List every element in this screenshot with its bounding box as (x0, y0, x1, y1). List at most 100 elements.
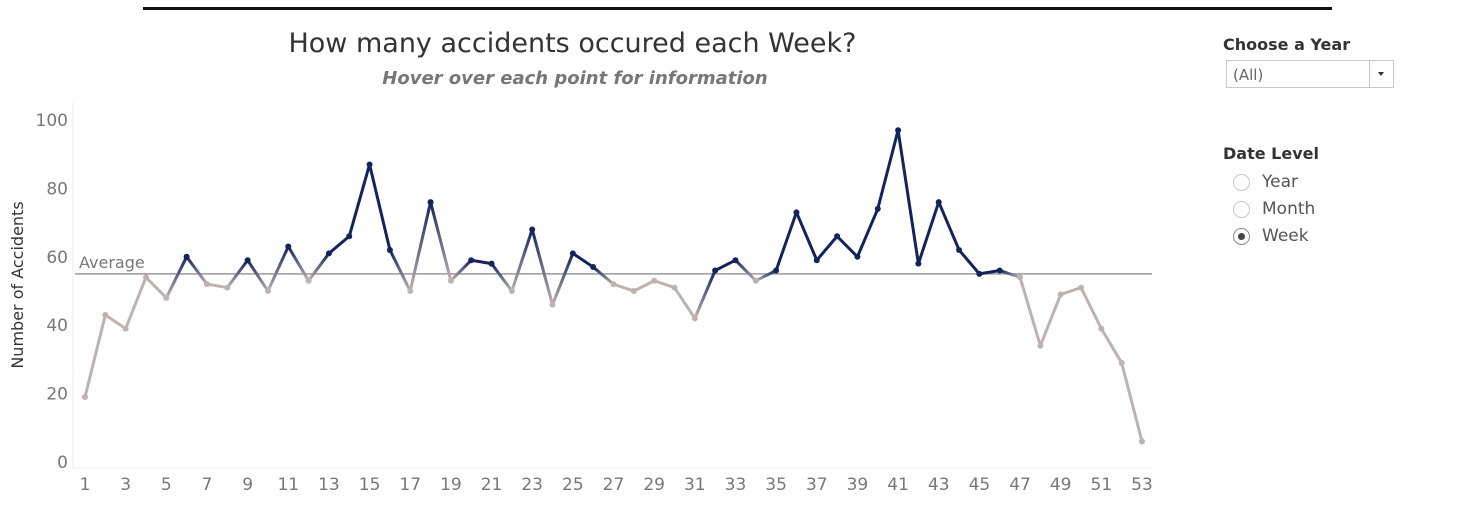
data-point (834, 233, 841, 240)
series-line-segment (612, 282, 636, 293)
x-tick-label: 39 (847, 475, 869, 495)
radio-button[interactable] (1233, 201, 1250, 218)
data-point (1078, 284, 1085, 291)
data-point (1057, 291, 1064, 298)
y-axis-title: Number of Accidents (8, 201, 27, 368)
series-line-segment (672, 286, 697, 320)
date-level-label: Date Level (1223, 144, 1319, 163)
series-line-segment (1059, 286, 1083, 296)
series-line-segment (794, 210, 819, 262)
data-point (183, 253, 190, 260)
series-line-segment (713, 258, 737, 272)
series-line-segment (774, 210, 798, 272)
series-line-segment (591, 265, 615, 286)
series-line-segment (896, 128, 920, 266)
data-point (203, 281, 210, 288)
data-point (773, 267, 780, 274)
x-tick-label: 21 (481, 475, 503, 495)
data-point (854, 253, 861, 260)
radio-label: Year (1262, 172, 1298, 192)
data-point (610, 281, 617, 288)
series-line-segment (246, 258, 270, 293)
y-tick-label: 80 (46, 179, 68, 199)
x-tick-label: 1 (80, 475, 91, 495)
series-line-segment (977, 268, 1002, 276)
series-line-segment (835, 234, 859, 259)
series-line-segment (855, 207, 880, 259)
data-point (549, 301, 556, 308)
series-line-segment (571, 251, 595, 269)
x-tick-label: 37 (806, 475, 828, 495)
series-line-segment (876, 128, 900, 211)
radio-button[interactable] (1233, 174, 1250, 191)
data-point (813, 257, 820, 264)
series-line-segment (388, 248, 412, 293)
data-point (447, 277, 454, 284)
series-line-segment (510, 227, 534, 293)
data-point (325, 250, 332, 257)
x-tick-label: 29 (643, 475, 665, 495)
series-line-segment (1120, 361, 1144, 443)
x-tick-label: 15 (359, 475, 381, 495)
data-point (630, 288, 637, 294)
series-line-segment (368, 162, 392, 252)
series-line-segment (1038, 292, 1063, 348)
x-tick-label: 13 (318, 475, 340, 495)
series-line-segment (83, 313, 107, 399)
x-tick-label: 19 (440, 475, 462, 495)
x-tick-label: 33 (725, 475, 747, 495)
x-tick-label: 7 (202, 475, 213, 495)
data-point (386, 246, 393, 253)
chevron-down-icon (1378, 72, 1384, 76)
radio-label: Month (1262, 199, 1316, 219)
x-tick-label: 35 (765, 475, 787, 495)
data-point (1139, 438, 1145, 445)
x-tick-label: 43 (928, 475, 950, 495)
x-tick-label: 5 (161, 475, 172, 495)
data-point (569, 250, 576, 257)
series-line-segment (408, 200, 433, 293)
series-line-segment (998, 268, 1022, 279)
series-line-segment (307, 251, 331, 283)
series-line-segment (266, 245, 290, 293)
data-point (915, 260, 922, 267)
series-line-segment (327, 234, 351, 255)
x-tick-label: 17 (399, 475, 421, 495)
data-point (468, 257, 475, 264)
chart-subtitle: Hover over each point for information (382, 68, 768, 89)
top-rule (143, 7, 1332, 10)
data-point (82, 394, 88, 401)
data-point (529, 226, 536, 233)
series-line-segment (449, 258, 473, 283)
x-tick-label: 23 (521, 475, 543, 495)
series-line-segment (429, 200, 453, 283)
data-point (102, 311, 109, 318)
x-tick-label: 41 (887, 475, 909, 495)
series-line-segment (754, 268, 778, 283)
x-tick-label: 51 (1091, 475, 1113, 495)
radio-selected-dot (1238, 233, 1245, 240)
x-tick-label: 11 (277, 475, 299, 495)
average-line-label: Average (79, 253, 145, 272)
data-point (1098, 325, 1105, 332)
y-tick-label: 100 (36, 111, 68, 131)
data-point (488, 260, 495, 267)
data-point (366, 161, 373, 168)
data-point (793, 209, 800, 216)
series-line-segment (286, 245, 311, 283)
series-line-segment (652, 279, 676, 290)
data-point (224, 284, 231, 291)
series-line-segment (815, 234, 839, 262)
radio-button[interactable] (1233, 228, 1250, 245)
series-line-segment (1079, 286, 1103, 331)
data-point (1017, 274, 1024, 281)
y-tick-label: 60 (46, 248, 68, 268)
series-line-segment (957, 248, 981, 276)
chart-title: How many accidents occured each Week? (288, 28, 857, 59)
dropdown-button[interactable] (1369, 61, 1393, 87)
x-tick-label: 25 (562, 475, 584, 495)
series-line-segment (469, 258, 494, 266)
y-tick-label: 20 (46, 385, 68, 405)
year-select[interactable]: (All) (1226, 60, 1394, 88)
series-line-segment (347, 162, 372, 238)
